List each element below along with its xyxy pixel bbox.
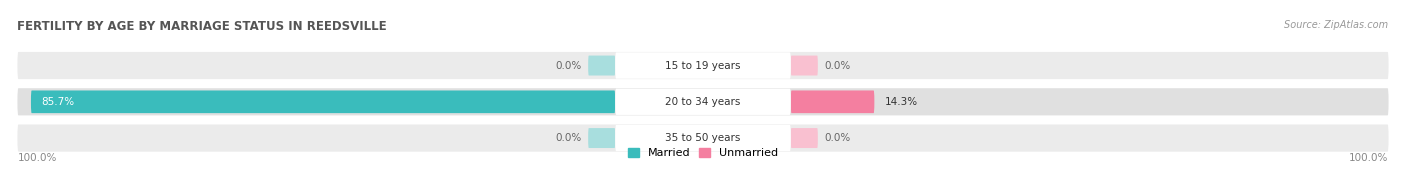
FancyBboxPatch shape <box>616 52 790 79</box>
FancyBboxPatch shape <box>616 89 790 115</box>
Text: 15 to 19 years: 15 to 19 years <box>665 61 741 71</box>
FancyBboxPatch shape <box>588 56 616 75</box>
FancyBboxPatch shape <box>17 88 1389 115</box>
FancyBboxPatch shape <box>790 91 875 113</box>
Text: 0.0%: 0.0% <box>555 133 582 143</box>
Text: 35 to 50 years: 35 to 50 years <box>665 133 741 143</box>
Text: FERTILITY BY AGE BY MARRIAGE STATUS IN REEDSVILLE: FERTILITY BY AGE BY MARRIAGE STATUS IN R… <box>17 20 387 33</box>
FancyBboxPatch shape <box>17 124 1389 152</box>
Text: 100.0%: 100.0% <box>17 152 56 162</box>
FancyBboxPatch shape <box>588 128 616 148</box>
FancyBboxPatch shape <box>616 125 790 151</box>
FancyBboxPatch shape <box>31 91 616 113</box>
FancyBboxPatch shape <box>790 128 818 148</box>
Text: 100.0%: 100.0% <box>1350 152 1389 162</box>
Text: 0.0%: 0.0% <box>824 133 851 143</box>
FancyBboxPatch shape <box>17 52 1389 79</box>
Text: 0.0%: 0.0% <box>824 61 851 71</box>
FancyBboxPatch shape <box>790 56 818 75</box>
Text: 0.0%: 0.0% <box>555 61 582 71</box>
Legend: Married, Unmarried: Married, Unmarried <box>627 148 779 158</box>
Text: 20 to 34 years: 20 to 34 years <box>665 97 741 107</box>
Text: 14.3%: 14.3% <box>884 97 918 107</box>
Text: Source: ZipAtlas.com: Source: ZipAtlas.com <box>1285 20 1389 30</box>
Text: 85.7%: 85.7% <box>41 97 75 107</box>
